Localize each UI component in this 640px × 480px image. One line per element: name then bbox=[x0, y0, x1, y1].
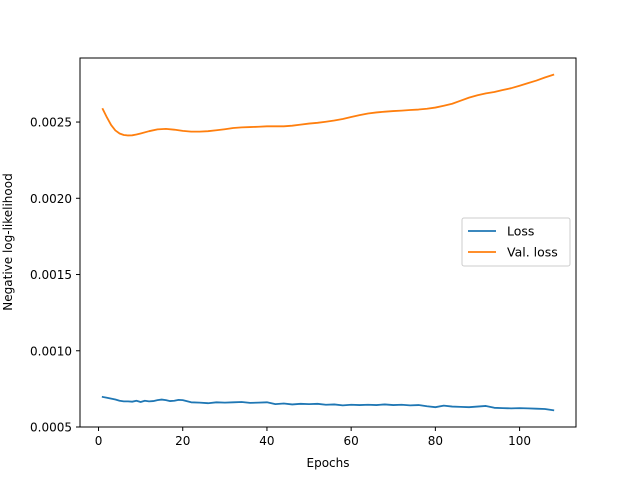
y-tick-label: 0.0010 bbox=[30, 344, 72, 358]
series-line-val-loss bbox=[101, 73, 555, 137]
x-tick-label: 60 bbox=[344, 434, 359, 448]
legend-label-loss: Loss bbox=[507, 224, 534, 239]
x-tick-label: 100 bbox=[508, 434, 531, 448]
plot-lines bbox=[101, 73, 555, 412]
x-tick-label: 20 bbox=[175, 434, 190, 448]
x-tick-label: 80 bbox=[428, 434, 443, 448]
x-axis-label: Epochs bbox=[307, 456, 350, 470]
y-tick-label: 0.0005 bbox=[30, 421, 72, 435]
y-tick-label: 0.0015 bbox=[30, 268, 72, 282]
x-tick-label: 40 bbox=[259, 434, 274, 448]
series-line-loss bbox=[101, 395, 555, 412]
y-tick-label: 0.0025 bbox=[30, 116, 72, 130]
plot-area-frame bbox=[79, 57, 577, 428]
legend-box bbox=[461, 217, 571, 267]
legend-label-val-loss: Val. loss bbox=[507, 245, 558, 260]
x-tick-label: 0 bbox=[95, 434, 103, 448]
x-axis-ticks: 0 20 40 60 80 100 bbox=[95, 427, 531, 448]
y-tick-label: 0.0020 bbox=[30, 192, 72, 206]
legend: Loss Val. loss bbox=[461, 217, 571, 267]
y-axis-ticks: 0.0005 0.0010 0.0015 0.0020 0.0025 bbox=[30, 116, 80, 435]
y-axis-label: Negative log-likelihood bbox=[1, 173, 15, 310]
